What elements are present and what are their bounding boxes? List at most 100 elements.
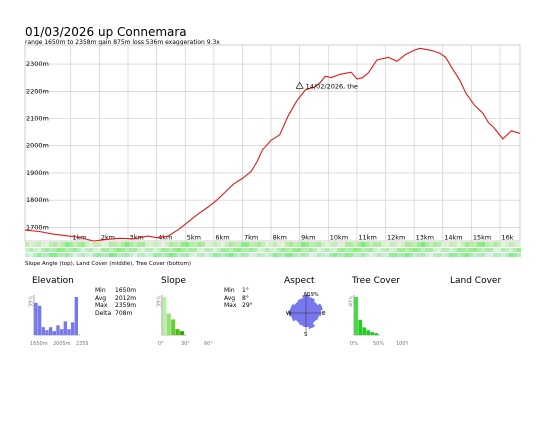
- strip-cell: [241, 242, 245, 247]
- strip-cell: [57, 248, 61, 252]
- strip-cell: [81, 248, 85, 252]
- attribute-strips: [25, 242, 521, 257]
- x-tick-label: 9km: [301, 234, 315, 242]
- strip-cell: [477, 248, 481, 252]
- histogram-bar: [56, 325, 60, 335]
- strip-cell: [469, 248, 473, 252]
- strip-cell: [133, 248, 137, 252]
- strip-cell: [61, 248, 65, 252]
- strip-cell: [429, 253, 433, 257]
- strip-cell: [269, 253, 273, 257]
- strip-cell: [25, 248, 29, 252]
- strip-cell: [129, 248, 133, 252]
- strip-cell: [105, 242, 109, 247]
- strip-cell: [393, 248, 397, 252]
- strip-cell: [465, 242, 469, 247]
- strip-cell: [345, 242, 349, 247]
- strip-cell: [309, 253, 313, 257]
- strip-cell: [489, 242, 493, 247]
- strip-cell: [389, 248, 393, 252]
- strip-cell: [361, 242, 365, 247]
- strip-cell: [357, 253, 361, 257]
- strip-cell: [289, 253, 293, 257]
- strip-cell: [101, 242, 105, 247]
- strip-cell: [377, 253, 381, 257]
- strip-cell: [193, 242, 197, 247]
- strip-cell: [321, 242, 325, 247]
- strip-cell: [309, 242, 313, 247]
- strip-cell: [397, 253, 401, 257]
- histogram-bar: [175, 329, 180, 335]
- strip-cell: [421, 253, 425, 257]
- strip-cell: [293, 242, 297, 247]
- strip-cell: [453, 248, 457, 252]
- strip-cell: [297, 248, 301, 252]
- strip-cell: [29, 242, 33, 247]
- strip-cell: [473, 242, 477, 247]
- strip-cell: [77, 248, 81, 252]
- aspect-direction-label: S: [304, 332, 308, 338]
- aspect-rose: N E S W 19%: [286, 292, 326, 338]
- strip-cell: [489, 253, 493, 257]
- strip-cell: [197, 248, 201, 252]
- strip-cell: [489, 248, 493, 252]
- strip-cell: [33, 248, 37, 252]
- strip-cell: [517, 248, 521, 252]
- aspect-direction-label: N: [304, 292, 308, 298]
- strip-cell: [501, 253, 505, 257]
- x-tick-label: 13km: [416, 234, 434, 242]
- strip-cell: [89, 253, 93, 257]
- strip-cell: [429, 248, 433, 252]
- strip-cell: [453, 253, 457, 257]
- strip-cell: [201, 253, 205, 257]
- strip-cell: [397, 248, 401, 252]
- y-tick-label: 1700m: [26, 223, 49, 231]
- strip-cell: [253, 248, 257, 252]
- strip-cell: [29, 253, 33, 257]
- strip-cell: [297, 253, 301, 257]
- strip-cell: [245, 253, 249, 257]
- strip-cell: [453, 242, 457, 247]
- strip-cell: [233, 248, 237, 252]
- strip-cell: [289, 242, 293, 247]
- strip-cell: [137, 253, 141, 257]
- strip-cell: [309, 248, 313, 252]
- strip-cell: [133, 242, 137, 247]
- strip-cell: [65, 242, 69, 247]
- histogram-bar: [37, 305, 42, 335]
- strip-cell: [285, 248, 289, 252]
- strip-cell: [513, 253, 517, 257]
- strip-cell: [221, 253, 225, 257]
- strip-cell: [485, 242, 489, 247]
- slope-max-value: 29°: [242, 302, 253, 310]
- strip-cell: [37, 253, 41, 257]
- strip-cell: [181, 242, 185, 247]
- strip-cell: [441, 248, 445, 252]
- strip-cell: [169, 253, 173, 257]
- strip-cell: [349, 242, 353, 247]
- strip-cell: [273, 253, 277, 257]
- histogram-tick-label: 60°: [204, 341, 213, 347]
- strip-cell: [189, 242, 193, 247]
- strip-cell: [113, 253, 117, 257]
- strip-cell: [257, 242, 261, 247]
- strip-cell: [305, 248, 309, 252]
- strip-cell: [121, 242, 125, 247]
- elevation-min-label: Min: [95, 287, 106, 294]
- strip-cell: [321, 248, 325, 252]
- strip-cell: [381, 248, 385, 252]
- histogram-tick-label: 50%: [373, 341, 384, 347]
- strip-cell: [81, 253, 85, 257]
- strip-cell: [109, 242, 113, 247]
- elevation-max-label: Max: [95, 302, 108, 310]
- strip-cell: [109, 248, 113, 252]
- elevation-delta-label: Delta: [95, 309, 112, 317]
- elevation-panel-title: Elevation: [32, 276, 74, 286]
- x-tick-label: 15km: [473, 234, 491, 242]
- strip-cell: [369, 242, 373, 247]
- strip-cell: [445, 253, 449, 257]
- strip-cell: [337, 248, 341, 252]
- strip-cell: [497, 242, 501, 247]
- strip-cell: [337, 242, 341, 247]
- strip-cell: [461, 253, 465, 257]
